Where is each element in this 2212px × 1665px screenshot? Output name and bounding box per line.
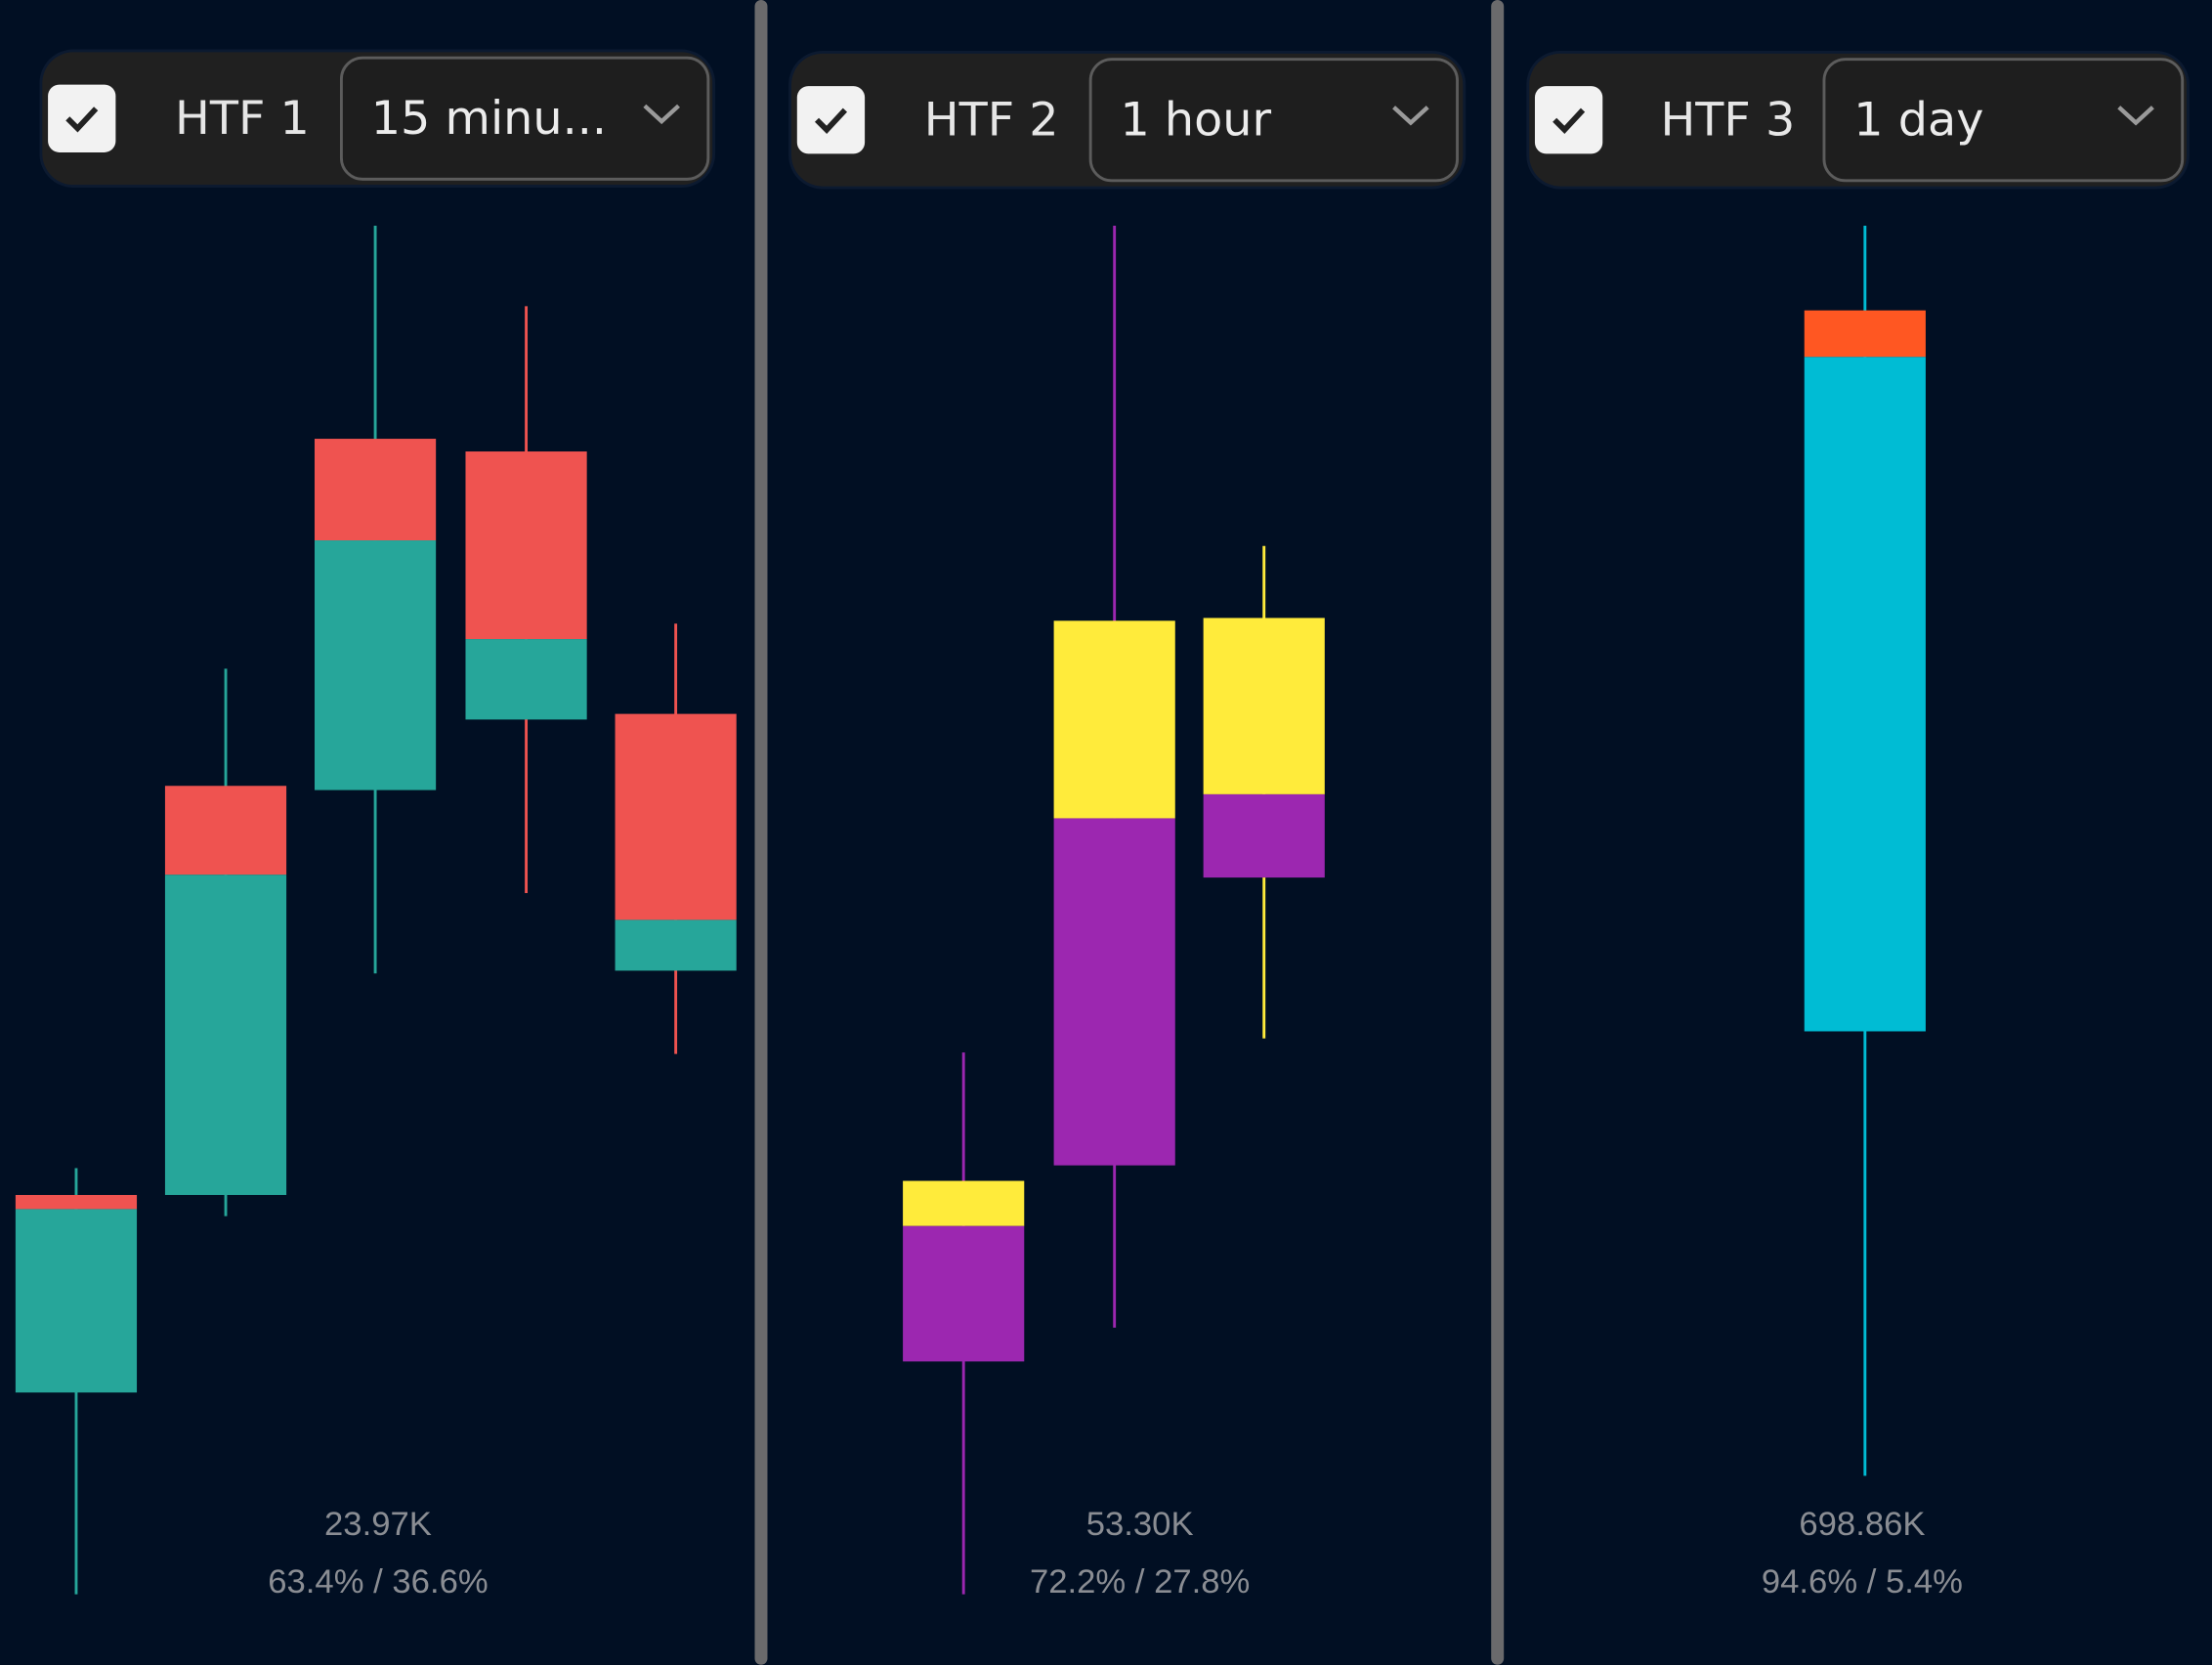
htf-2-timeframe-value: 1 hour — [1120, 91, 1272, 148]
htf-3-checkbox[interactable] — [1534, 86, 1603, 154]
htf-3-timeframe-value: 1 day — [1853, 91, 1984, 148]
htf-1-candle-2-upper-body — [164, 786, 287, 875]
htf-2-candle-3-lower-body — [1203, 793, 1325, 878]
htf-1-candle-3-upper-body — [314, 439, 437, 541]
chevron-down-icon — [1392, 106, 1429, 126]
htf-1-header: HTF 1 15 minu... — [42, 52, 713, 186]
htf-3-timeframe-dropdown[interactable]: 1 day — [1822, 58, 2185, 183]
htf-1-label: HTF 1 — [175, 90, 310, 146]
htf-1-candle-5-lower-body — [615, 919, 737, 971]
htf-1-timeframe-value: 15 minu... — [370, 90, 608, 146]
htf-3-volume: 698.86K — [1799, 1505, 1926, 1544]
htf-2-candle-1-upper-body — [903, 1180, 1025, 1226]
htf-1-stats: 23.97K 63.4% / 36.6% — [166, 1496, 589, 1611]
htf-1-candle-4-upper-body — [465, 451, 587, 640]
htf-1-candle-4-lower-body — [465, 639, 587, 720]
htf-2-candle-2-upper-body — [1053, 620, 1175, 819]
chevron-down-icon — [643, 104, 680, 125]
htf-2-volume: 53.30K — [1085, 1505, 1194, 1544]
htf-2-label: HTF 2 — [923, 91, 1059, 148]
htf-1-timeframe-dropdown[interactable]: 15 minu... — [339, 56, 710, 181]
htf-3-label: HTF 3 — [1660, 91, 1796, 148]
checkmark-icon — [1553, 107, 1586, 134]
htf-2-split: 72.2% / 27.8% — [1029, 1562, 1251, 1601]
htf-2-checkbox[interactable] — [796, 86, 866, 154]
htf-3-header: HTF 3 1 day — [1529, 53, 2188, 187]
htf-1-candle-2-lower-body — [164, 875, 287, 1195]
htf-1-candle-1-upper-body — [15, 1194, 138, 1210]
htf-1-checkbox[interactable] — [48, 84, 116, 152]
checkmark-icon — [814, 107, 848, 134]
htf-2-candle-1-lower-body — [903, 1225, 1025, 1362]
panel-divider-2[interactable] — [1491, 0, 1505, 1665]
panel-divider-1[interactable] — [754, 0, 768, 1665]
htf-2-stats: 53.30K 72.2% / 27.8% — [928, 1496, 1351, 1611]
htf-2-candle-2-lower-body — [1053, 818, 1175, 1166]
htf-1-volume: 23.97K — [324, 1505, 432, 1544]
htf-3-candle-1-lower-body — [1804, 357, 1926, 1032]
htf-1-split: 63.4% / 36.6% — [268, 1562, 489, 1601]
htf-3-split: 94.6% / 5.4% — [1761, 1562, 1964, 1601]
htf-3-candle-1-upper-body — [1804, 310, 1926, 358]
htf-2-candle-3-upper-body — [1203, 618, 1325, 794]
htf-3-stats: 698.86K 94.6% / 5.4% — [1650, 1496, 2073, 1611]
chevron-down-icon — [2117, 106, 2154, 126]
htf-1-candle-3-lower-body — [314, 540, 437, 790]
htf-2-timeframe-dropdown[interactable]: 1 hour — [1088, 58, 1459, 183]
htf-2-header: HTF 2 1 hour — [791, 53, 1464, 187]
htf-1-candle-5-upper-body — [615, 713, 737, 920]
htf-1-candle-1-lower-body — [15, 1209, 138, 1393]
checkmark-icon — [65, 107, 99, 133]
